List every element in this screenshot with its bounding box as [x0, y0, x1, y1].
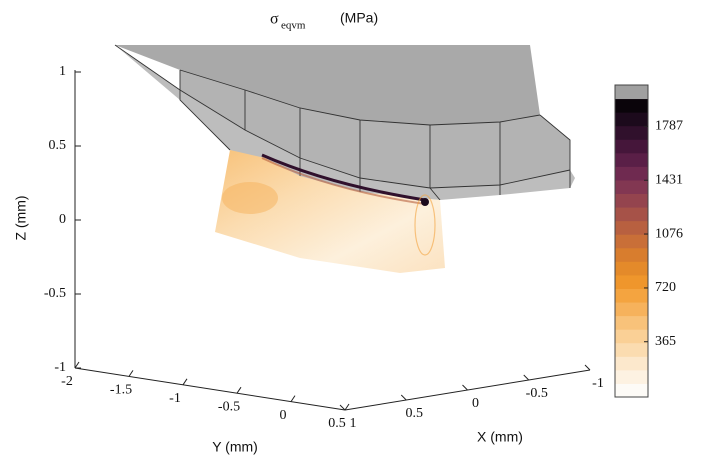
- x-tick-label: 1: [350, 416, 357, 431]
- colorbar-swatch: [615, 329, 648, 344]
- colorbar-swatch: [615, 342, 648, 357]
- colorbar-swatch: [615, 166, 648, 181]
- x-tick: [400, 394, 407, 401]
- colorbar-swatch: [615, 98, 648, 113]
- x-axis-label: X (mm): [477, 429, 523, 445]
- y-axis: [74, 367, 346, 411]
- y-tick: [128, 370, 134, 377]
- wheel-mesh: [114, 44, 575, 201]
- y-tick-label: -1.5: [110, 383, 132, 398]
- colorbar-swatch: [615, 369, 648, 384]
- colorbar-swatch: [615, 179, 648, 195]
- colorbar-swatch: [615, 193, 648, 208]
- y-tick-label: -0.5: [218, 399, 240, 414]
- stress-field: [215, 150, 445, 273]
- y-tick: [182, 378, 188, 386]
- x-tick: [523, 374, 530, 381]
- colorbar-swatch: [615, 315, 648, 330]
- colorbar-swatch: [615, 152, 648, 167]
- colorbar-swatch: [615, 288, 648, 303]
- z-axis-label: Z (mm): [13, 195, 29, 240]
- x-tick: [462, 384, 468, 391]
- z-tick-label: 0: [59, 212, 66, 227]
- z-tick-label: -0.5: [44, 286, 66, 301]
- title-unit: (MPa): [340, 10, 378, 26]
- title-symbol: σ: [270, 11, 279, 28]
- colorbar-swatch: [615, 274, 648, 289]
- colorbar-swatch: [615, 220, 648, 235]
- x-tick-label: -1: [592, 376, 604, 391]
- title-subscript: eqvm: [281, 20, 306, 32]
- colorbar-swatch: [615, 261, 648, 276]
- y-tick-label: -2: [61, 374, 73, 389]
- x-tick: [584, 364, 591, 371]
- x-tick-label: 0.5: [406, 406, 424, 421]
- colorbar-frame: [614, 84, 649, 398]
- y-tick-label: 0.5: [328, 416, 346, 431]
- colorbar-tick-label: 365: [655, 334, 676, 349]
- y-tick: [74, 361, 80, 369]
- colorbar-swatch: [615, 85, 648, 100]
- colorbar-swatch: [615, 383, 648, 398]
- z-tick-label: 0.5: [49, 138, 67, 153]
- colorbar-swatch: [615, 234, 648, 249]
- x-tick-label: -0.5: [526, 386, 548, 401]
- colorbar-tick-label: 1787: [655, 119, 683, 134]
- y-axis-label: Y (mm): [212, 439, 258, 455]
- colorbar-swatch: [615, 356, 648, 371]
- colorbar-swatch: [615, 139, 648, 154]
- colorbar-tick-label: 1431: [655, 172, 683, 187]
- y-tick-label: 0: [280, 408, 287, 423]
- y-tick: [290, 395, 296, 402]
- colorbar-swatch: [615, 112, 648, 127]
- x-tick: [339, 404, 346, 411]
- colorbar-swatch: [615, 207, 648, 222]
- colorbar-tick-label: 720: [655, 280, 676, 295]
- y-tick: [344, 403, 350, 411]
- colorbar-swatch: [615, 247, 648, 262]
- x-tick-label: 0: [472, 396, 479, 411]
- y-tick-label: -1: [169, 391, 181, 406]
- z-tick-label: -1: [54, 360, 66, 375]
- colorbar-tick-label: 1076: [655, 226, 683, 241]
- colorbar-swatch: [615, 302, 648, 317]
- y-tick: [236, 386, 242, 394]
- colorbar-swatch: [615, 125, 648, 140]
- z-tick-label: 1: [59, 64, 66, 79]
